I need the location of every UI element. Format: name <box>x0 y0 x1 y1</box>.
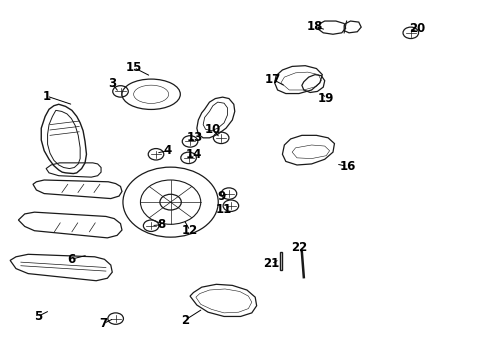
Text: 3: 3 <box>108 77 116 90</box>
Text: 19: 19 <box>317 92 334 105</box>
Text: 12: 12 <box>182 224 198 237</box>
Text: 8: 8 <box>158 218 165 231</box>
Text: 10: 10 <box>204 123 221 136</box>
Text: 15: 15 <box>125 61 142 74</box>
Text: 14: 14 <box>185 148 201 161</box>
Text: 22: 22 <box>290 241 306 255</box>
Text: 17: 17 <box>264 73 280 86</box>
Text: 11: 11 <box>216 203 232 216</box>
Text: 20: 20 <box>408 22 425 35</box>
Text: 16: 16 <box>339 160 355 173</box>
Text: 18: 18 <box>306 20 323 33</box>
Text: 1: 1 <box>42 90 51 103</box>
Text: 4: 4 <box>163 144 171 157</box>
Text: 13: 13 <box>186 131 203 144</box>
Text: 7: 7 <box>99 317 107 330</box>
Text: 21: 21 <box>263 257 279 270</box>
Text: 9: 9 <box>217 190 225 203</box>
Text: 5: 5 <box>34 310 42 323</box>
Text: 6: 6 <box>67 253 75 266</box>
Text: 2: 2 <box>181 314 189 327</box>
